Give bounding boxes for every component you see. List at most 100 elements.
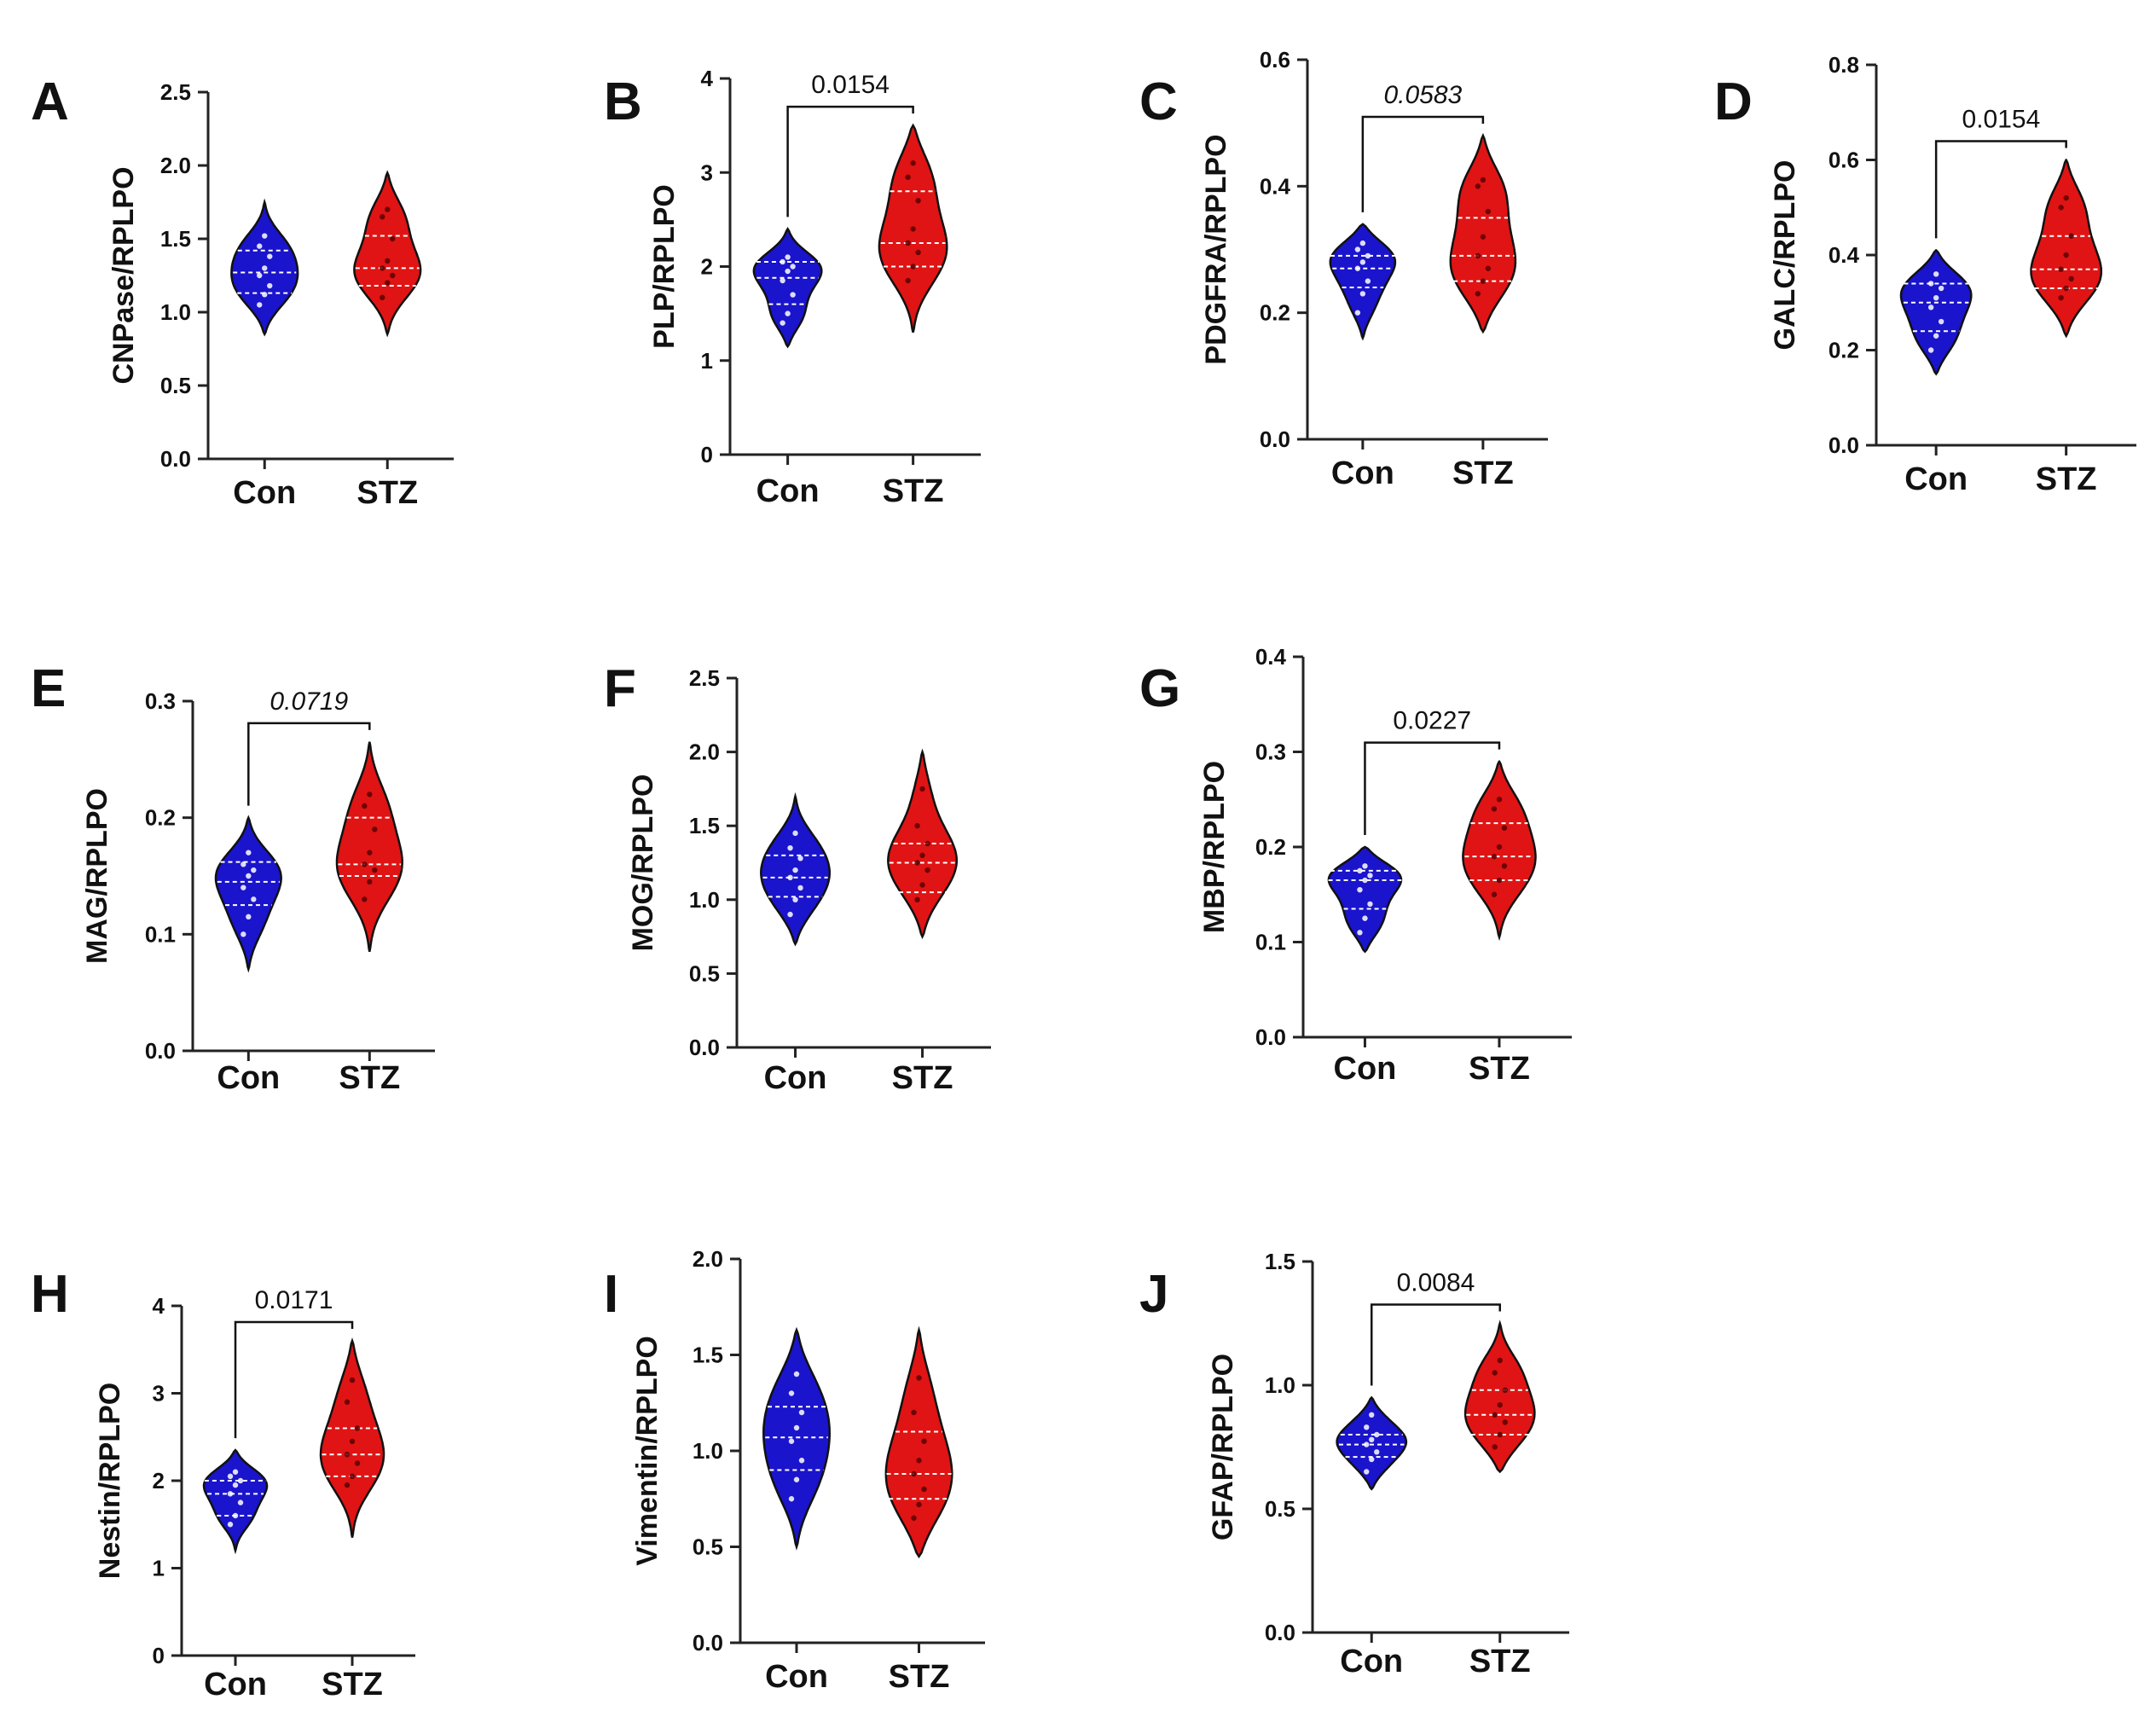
panel-i: I Vimentin/RPLPO 0.0 0.5 1.0 1.5 2.0 Con STZ [604, 1246, 985, 1695]
violin-stz [1463, 1320, 1536, 1474]
data-point [1497, 1431, 1503, 1438]
data-point [790, 264, 796, 270]
y-tick-label: 0.2 [1829, 338, 1859, 363]
y-tick-label: 0.3 [1255, 740, 1286, 765]
x-tick-label: STZ [883, 473, 944, 509]
significance-bracket [1370, 1303, 1501, 1386]
data-point [2063, 285, 2069, 292]
panel-letter: J [1139, 1265, 1168, 1324]
panel-b: B PLP/RPLPO 0 1 2 3 4 Con STZ 0.0154 [604, 66, 981, 509]
y-tick-label: 0.0 [145, 1038, 176, 1064]
violin-stz [887, 748, 959, 940]
x-tick-label: Con [756, 473, 820, 509]
data-point [785, 268, 791, 275]
x-tick-label: STZ [1452, 455, 1514, 491]
data-point [797, 856, 803, 861]
violin-con [1327, 845, 1403, 954]
significance-bracket [234, 1320, 354, 1439]
x-tick-label: Con [1334, 1051, 1397, 1087]
x-tick-label: STZ [339, 1060, 400, 1096]
data-point [787, 874, 793, 881]
data-point [251, 867, 257, 873]
data-point [380, 294, 385, 300]
panel-h: H Nestin/RPLPO 0 1 2 3 4 Con STZ 0.0171 [31, 1265, 415, 1702]
data-point [780, 258, 785, 265]
violin-con [1899, 249, 1973, 376]
data-point [1485, 265, 1492, 271]
y-tick-label: 0.0 [1260, 426, 1290, 452]
y-tick-label: 0.5 [689, 960, 720, 986]
data-point [1359, 259, 1366, 265]
data-point [1354, 265, 1361, 271]
y-axis-label: MBP/RPLPO [1198, 761, 1231, 933]
violin-con [752, 227, 823, 349]
data-point [785, 310, 791, 316]
violin-stz [335, 741, 403, 953]
data-point [916, 1375, 922, 1381]
violin-con [1329, 223, 1397, 341]
data-point [1938, 318, 1944, 325]
data-point [1365, 278, 1371, 284]
significance-bracket [1364, 741, 1501, 835]
p-value-label: 0.0227 [1393, 707, 1471, 735]
data-point [2068, 233, 2074, 239]
data-point [1927, 347, 1934, 353]
data-point [798, 1458, 805, 1464]
p-value-label: 0.0154 [811, 71, 890, 99]
y-axis-label: PDGFRA/RPLPO [1200, 134, 1232, 364]
x-tick-label: Con [233, 475, 296, 511]
data-point [232, 1512, 239, 1519]
panel-letter: B [604, 72, 642, 131]
data-point [905, 174, 911, 180]
data-point [1475, 183, 1481, 189]
data-point [1927, 304, 1934, 310]
data-point [793, 1476, 800, 1482]
y-tick-label: 4 [153, 1293, 165, 1319]
y-tick-label: 0.4 [1260, 173, 1291, 199]
data-point [1362, 863, 1368, 869]
panel-c: C PDGFRA/RPLPO 0.0 0.2 0.4 0.6 Con STZ 0.0583 [1139, 47, 1548, 491]
x-tick-label: STZ [1469, 1051, 1530, 1087]
x-tick-label: Con [217, 1060, 280, 1096]
data-point [910, 264, 916, 270]
y-tick-label: 0.0 [160, 446, 191, 472]
data-point [1362, 915, 1368, 921]
data-point [349, 1438, 356, 1445]
x-tick-label: STZ [322, 1667, 383, 1702]
data-point [1364, 1424, 1370, 1430]
significance-bracket [247, 722, 371, 806]
y-tick-label: 0.4 [1255, 644, 1287, 670]
data-point [246, 914, 252, 920]
panel-letter: F [604, 659, 636, 718]
data-point [1369, 1436, 1375, 1443]
y-tick-label: 2 [701, 254, 713, 280]
y-tick-label: 0.6 [1829, 148, 1859, 173]
data-point [1496, 797, 1503, 803]
y-tick-label: 0.5 [160, 373, 191, 398]
data-point [1502, 1387, 1508, 1394]
significance-bracket [1361, 115, 1485, 212]
y-tick-label: 2.0 [689, 740, 720, 765]
y-tick-label: 2.0 [160, 153, 191, 178]
x-tick-label: STZ [1469, 1644, 1531, 1679]
data-point [788, 1496, 795, 1502]
panel-g: G MBP/RPLPO 0.0 0.1 0.2 0.3 0.4 Con STZ 0.0227 [1139, 644, 1572, 1087]
data-point [1369, 1412, 1375, 1418]
significance-bracket [1934, 140, 2067, 239]
data-point [914, 823, 920, 829]
data-point [2058, 205, 2064, 211]
data-point [232, 1469, 239, 1475]
data-point [390, 235, 396, 242]
data-point [915, 249, 921, 256]
data-point [911, 1409, 917, 1416]
data-point [793, 1424, 800, 1431]
data-point [788, 1438, 795, 1444]
x-tick-label: Con [765, 1659, 828, 1695]
violin-con [1336, 1395, 1408, 1491]
y-tick-label: 0.0 [1829, 432, 1859, 458]
p-value-label: 0.0084 [1397, 1269, 1475, 1297]
data-point [916, 1458, 922, 1464]
data-point [797, 884, 803, 891]
data-point [1497, 1357, 1503, 1364]
y-tick-label: 3 [701, 160, 713, 185]
